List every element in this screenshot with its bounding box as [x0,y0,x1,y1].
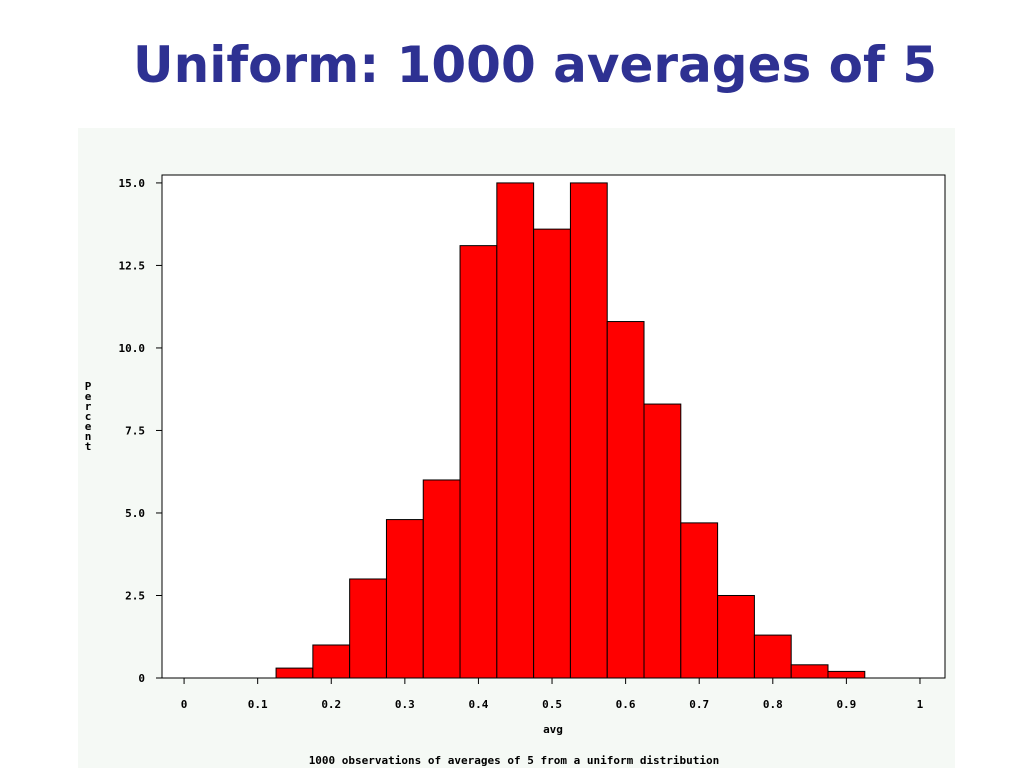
x-tick-label: 0.9 [836,698,856,711]
y-tick-label: 12.5 [119,259,146,272]
bar [643,403,682,679]
bar [717,594,755,679]
bar [312,644,351,679]
y-tick-label: 2.5 [125,589,145,602]
y-tick-label: 15.0 [119,177,146,190]
bar [496,182,535,679]
bar [533,228,571,679]
bar [275,667,314,679]
x-tick-label: 0.2 [321,698,341,711]
x-tick-label: 0.7 [689,698,709,711]
bar [680,522,719,679]
bar [459,245,498,679]
bar [827,670,866,679]
bar [569,182,608,679]
y-tick-label: 10.0 [119,342,146,355]
y-tick-label: 5.0 [125,507,145,520]
y-tick-label: 7.5 [125,424,145,437]
x-axis-label: avg [543,723,563,736]
x-tick-label: 0.1 [248,698,268,711]
x-tick-label: 0.6 [616,698,636,711]
y-axis-label: Percent [82,380,95,450]
bar [349,578,387,679]
x-tick-label: 0.5 [542,698,562,711]
bar [385,519,424,679]
bar [606,321,645,679]
slide-title: Uniform: 1000 averages of 5 [133,36,937,94]
x-tick-label: 0.8 [763,698,783,711]
bar [422,479,461,679]
x-tick-label: 0 [181,698,188,711]
footnote: 1000 observations of averages of 5 from … [309,754,720,767]
x-tick-label: 1 [917,698,924,711]
x-tick-label: 0.4 [469,698,489,711]
bar [790,664,829,679]
y-tick-label: 0 [138,672,145,685]
x-tick-label: 0.3 [395,698,415,711]
bar [753,634,792,679]
